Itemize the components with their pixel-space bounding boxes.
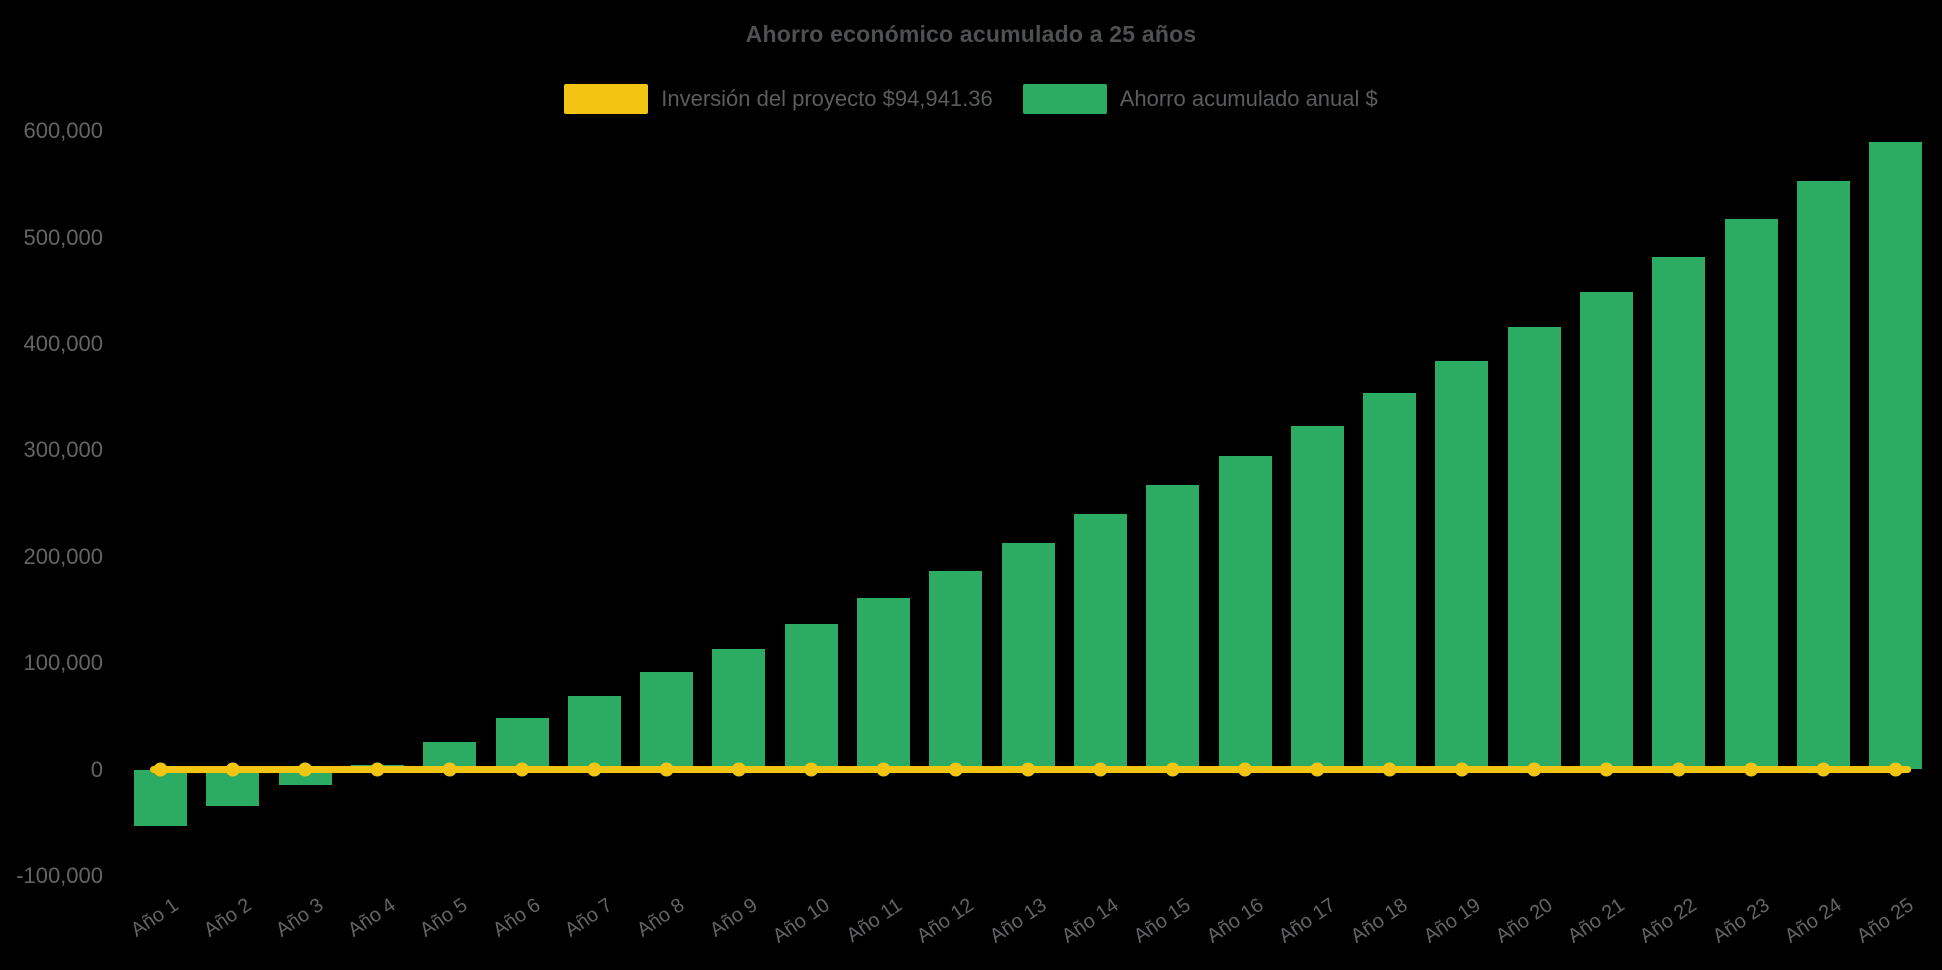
- bar-ano-6[interactable]: [495, 718, 549, 770]
- legend-swatch-inversion: [564, 84, 649, 114]
- investment-point-ano-24[interactable]: [1816, 762, 1831, 777]
- bar-ano-7[interactable]: [567, 696, 621, 770]
- y-axis-label-300000: 300,000: [23, 437, 103, 463]
- investment-point-ano-17[interactable]: [1310, 762, 1325, 777]
- bar-ano-15[interactable]: [1146, 485, 1200, 770]
- bar-ano-11[interactable]: [857, 598, 910, 770]
- bar-ano-14[interactable]: [1073, 514, 1127, 770]
- investment-point-ano-4[interactable]: [370, 762, 385, 777]
- y-axis-label-0: 0: [90, 756, 103, 782]
- investment-point-ano-16[interactable]: [1238, 762, 1252, 777]
- legend-item-ahorro[interactable]: Ahorro acumulado anual $: [1022, 84, 1378, 114]
- investment-point-ano-3[interactable]: [298, 762, 313, 777]
- investment-point-ano-14[interactable]: [1093, 762, 1108, 777]
- bar-ano-19[interactable]: [1435, 360, 1489, 770]
- y-axis-label-600000: 600,000: [23, 118, 103, 144]
- investment-point-ano-12[interactable]: [948, 762, 963, 777]
- y-axis-label-100000: 100,000: [23, 650, 103, 676]
- y-axis-label--100000: -100,000: [16, 862, 103, 888]
- bar-ano-10[interactable]: [784, 623, 838, 770]
- bar-ano-24[interactable]: [1796, 181, 1850, 770]
- investment-point-ano-18[interactable]: [1382, 762, 1397, 777]
- investment-point-ano-19[interactable]: [1454, 762, 1469, 777]
- legend-label-ahorro: Ahorro acumulado anual $: [1119, 86, 1378, 111]
- bar-ano-22[interactable]: [1652, 256, 1706, 770]
- investment-point-ano-1[interactable]: [153, 762, 168, 777]
- bar-ano-9[interactable]: [712, 649, 766, 770]
- investment-point-ano-2[interactable]: [225, 762, 240, 777]
- legend-swatch-ahorro: [1022, 84, 1107, 114]
- investment-point-ano-6[interactable]: [515, 762, 529, 777]
- investment-point-ano-7[interactable]: [587, 762, 602, 777]
- bar-ano-23[interactable]: [1724, 219, 1778, 770]
- legend-item-inversion[interactable]: Inversión del proyecto $94,941.36: [564, 84, 993, 114]
- y-axis-label-400000: 400,000: [23, 330, 103, 356]
- investment-point-ano-15[interactable]: [1165, 762, 1180, 777]
- investment-point-ano-25[interactable]: [1888, 762, 1903, 777]
- legend: Inversión del proyecto $94,941.36 Ahorro…: [0, 84, 1942, 114]
- investment-point-ano-21[interactable]: [1599, 762, 1614, 777]
- bar-ano-17[interactable]: [1290, 425, 1344, 770]
- investment-point-ano-22[interactable]: [1671, 762, 1686, 777]
- investment-point-ano-23[interactable]: [1744, 762, 1759, 777]
- bar-ano-1[interactable]: [134, 769, 187, 826]
- investment-point-ano-10[interactable]: [804, 762, 819, 777]
- bar-ano-21[interactable]: [1580, 291, 1633, 770]
- bar-ano-25[interactable]: [1869, 141, 1923, 770]
- investment-point-ano-20[interactable]: [1527, 762, 1542, 777]
- legend-label-inversion: Inversión del proyecto $94,941.36: [661, 86, 993, 111]
- y-axis-label-200000: 200,000: [23, 543, 103, 569]
- bar-ano-8[interactable]: [640, 671, 694, 770]
- investment-point-ano-5[interactable]: [442, 762, 457, 777]
- bar-ano-3[interactable]: [278, 769, 332, 786]
- bar-ano-13[interactable]: [1001, 542, 1055, 770]
- bar-ano-20[interactable]: [1507, 326, 1561, 770]
- bar-ano-18[interactable]: [1363, 392, 1417, 770]
- investment-point-ano-13[interactable]: [1021, 762, 1036, 777]
- investment-point-ano-8[interactable]: [659, 762, 674, 777]
- y-axis-label-500000: 500,000: [23, 224, 103, 250]
- investment-point-ano-11[interactable]: [876, 762, 891, 777]
- investment-point-ano-9[interactable]: [731, 762, 746, 777]
- bar-ano-12[interactable]: [929, 570, 983, 770]
- bar-ano-16[interactable]: [1218, 455, 1272, 770]
- chart-title: Ahorro económico acumulado a 25 años: [745, 21, 1197, 47]
